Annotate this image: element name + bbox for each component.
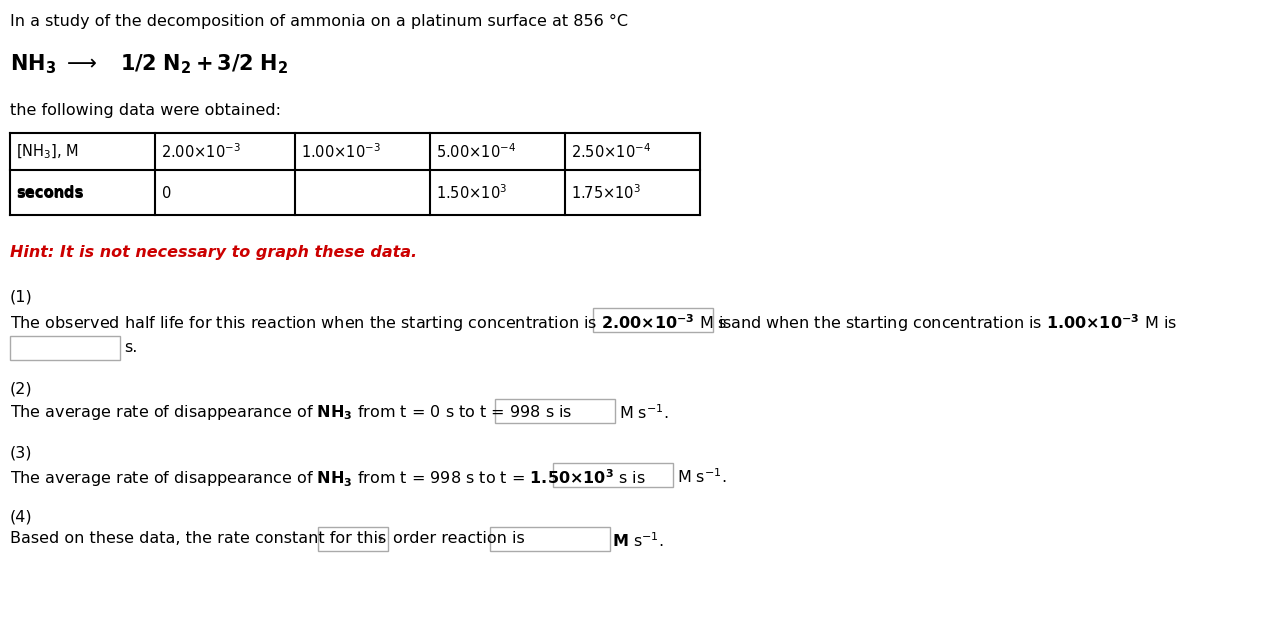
Bar: [592, 308, 713, 332]
Text: Hint: It is not necessary to graph these data.: Hint: It is not necessary to graph these…: [10, 245, 417, 260]
Text: (3): (3): [10, 446, 33, 461]
Text: $\mathbf{1/2\ N_2 + 3/2\ H_2}$: $\mathbf{1/2\ N_2 + 3/2\ H_2}$: [120, 52, 289, 76]
Text: (2): (2): [10, 382, 33, 397]
Text: $1.75{\times}10^{3}$: $1.75{\times}10^{3}$: [571, 183, 641, 202]
Text: The average rate of disappearance of $\mathbf{NH_3}$ from t = 0 s to t = 998 s i: The average rate of disappearance of $\m…: [10, 403, 572, 422]
Text: (4): (4): [10, 510, 33, 525]
Text: the following data were obtained:: the following data were obtained:: [10, 103, 281, 118]
Text: M s$^{-1}$.: M s$^{-1}$.: [677, 467, 727, 486]
Bar: [318, 527, 387, 551]
Text: $\longrightarrow$: $\longrightarrow$: [62, 52, 97, 72]
Bar: [553, 463, 674, 487]
Text: Based on these data, the rate constant for this: Based on these data, the rate constant f…: [10, 531, 386, 546]
Text: $\blacktriangledown$: $\blacktriangledown$: [376, 534, 384, 544]
Text: $2.00{\times}10^{-3}$: $2.00{\times}10^{-3}$: [161, 142, 241, 161]
Text: $5.00{\times}10^{-4}$: $5.00{\times}10^{-4}$: [436, 142, 517, 161]
Text: The average rate of disappearance of $\mathbf{NH_3}$ from t = 998 s to t = $\mat: The average rate of disappearance of $\m…: [10, 467, 646, 489]
Bar: [495, 399, 615, 423]
Text: (1): (1): [10, 290, 33, 305]
Text: order reaction is: order reaction is: [392, 531, 524, 546]
Text: $2.50{\times}10^{-4}$: $2.50{\times}10^{-4}$: [571, 142, 651, 161]
Text: The observed half life for this reaction when the starting concentration is $\ma: The observed half life for this reaction…: [10, 312, 732, 334]
Text: $0$: $0$: [161, 185, 171, 200]
Bar: [10, 336, 120, 360]
Text: $1.00{\times}10^{-3}$: $1.00{\times}10^{-3}$: [301, 142, 381, 161]
Text: $[\mathrm{NH_3}]$, M: $[\mathrm{NH_3}]$, M: [16, 142, 78, 161]
Text: M s$^{-1}$.: M s$^{-1}$.: [619, 403, 668, 421]
Text: $\mathbf{seconds}$: $\mathbf{seconds}$: [16, 185, 85, 200]
Text: $1.50{\times}10^{3}$: $1.50{\times}10^{3}$: [436, 183, 508, 202]
Text: $\mathbf{NH_3}$: $\mathbf{NH_3}$: [10, 52, 56, 76]
Bar: [490, 527, 610, 551]
Text: s and when the starting concentration is $\mathbf{1.00{\times}10^{-3}}$ M is: s and when the starting concentration is…: [717, 312, 1177, 334]
Text: $\mathbf{M}$ s$^{-1}$.: $\mathbf{M}$ s$^{-1}$.: [611, 531, 663, 550]
Text: seconds: seconds: [16, 185, 84, 200]
Text: s.: s.: [124, 340, 138, 355]
Text: In a study of the decomposition of ammonia on a platinum surface at 856 °C: In a study of the decomposition of ammon…: [10, 14, 628, 29]
